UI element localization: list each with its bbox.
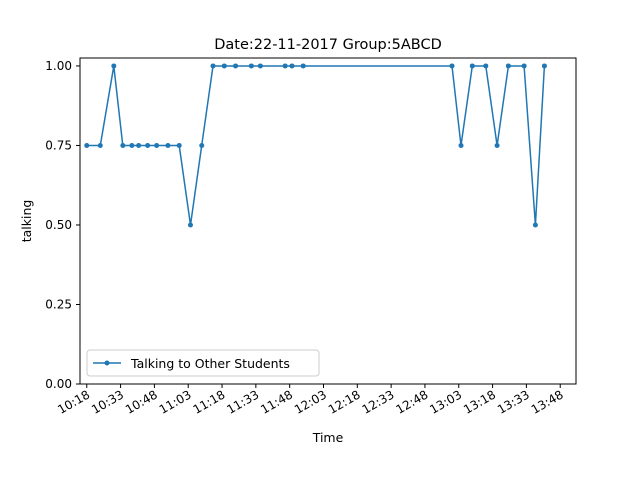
x-tick-label: 10:18 — [55, 387, 92, 416]
data-point — [187, 222, 193, 228]
x-tick-label: 10:48 — [123, 387, 160, 416]
legend-label: Talking to Other Students — [130, 356, 290, 371]
legend: Talking to Other Students — [86, 349, 320, 377]
y-tick-label: 0.25 — [45, 297, 72, 311]
data-point — [97, 142, 103, 148]
x-axis: 10:1810:3310:4811:0311:1811:3311:4812:03… — [55, 384, 566, 417]
data-point — [494, 142, 500, 148]
x-tick-label: 13:18 — [461, 387, 498, 416]
data-point — [248, 63, 254, 69]
data-point — [289, 63, 295, 69]
x-tick-label: 12:18 — [326, 387, 363, 416]
data-point — [210, 63, 216, 69]
x-tick-label: 11:33 — [224, 387, 261, 416]
y-axis-title: talking — [19, 200, 34, 243]
data-point — [199, 142, 205, 148]
y-tick-label: 0.50 — [45, 218, 72, 232]
data-point — [145, 142, 151, 148]
legend-box — [86, 349, 320, 377]
x-tick-label: 10:33 — [89, 387, 126, 416]
x-tick-label: 12:33 — [360, 387, 397, 416]
series-layer — [84, 63, 547, 228]
x-tick-label: 11:18 — [191, 387, 228, 416]
data-point — [129, 142, 135, 148]
x-axis-title: Time — [312, 430, 344, 445]
data-point — [221, 63, 227, 69]
plot-frame — [79, 57, 577, 385]
data-point — [469, 63, 475, 69]
data-point — [449, 63, 455, 69]
x-tick-label: 11:48 — [258, 387, 295, 416]
x-tick-label: 13:48 — [529, 387, 566, 416]
data-point — [154, 142, 160, 148]
x-tick-label: 11:03 — [157, 387, 194, 416]
data-point — [84, 142, 90, 148]
data-point — [300, 63, 306, 69]
data-point — [233, 63, 239, 69]
x-tick-label: 12:48 — [393, 387, 430, 416]
data-point — [541, 63, 547, 69]
x-tick-label: 13:03 — [427, 387, 464, 416]
data-point — [176, 142, 182, 148]
data-point — [532, 222, 538, 228]
y-tick-label: 0.00 — [45, 377, 72, 391]
data-point — [483, 63, 489, 69]
chart-title: Date:22-11-2017 Group:5ABCD — [214, 37, 442, 53]
data-point — [458, 142, 464, 148]
data-point — [257, 63, 263, 69]
y-axis: 0.00 0.25 0.50 0.75 1.00 — [45, 59, 80, 391]
data-point — [120, 142, 126, 148]
legend-marker-swatch — [104, 360, 110, 366]
data-point — [136, 142, 142, 148]
data-point — [282, 63, 288, 69]
data-point — [165, 142, 171, 148]
x-tick-label: 13:33 — [495, 387, 532, 416]
x-tick-label: 12:03 — [292, 387, 329, 416]
y-tick-label: 0.75 — [45, 138, 72, 152]
data-point — [521, 63, 527, 69]
y-tick-label: 1.00 — [45, 59, 72, 73]
data-point — [505, 63, 511, 69]
data-point — [111, 63, 117, 69]
